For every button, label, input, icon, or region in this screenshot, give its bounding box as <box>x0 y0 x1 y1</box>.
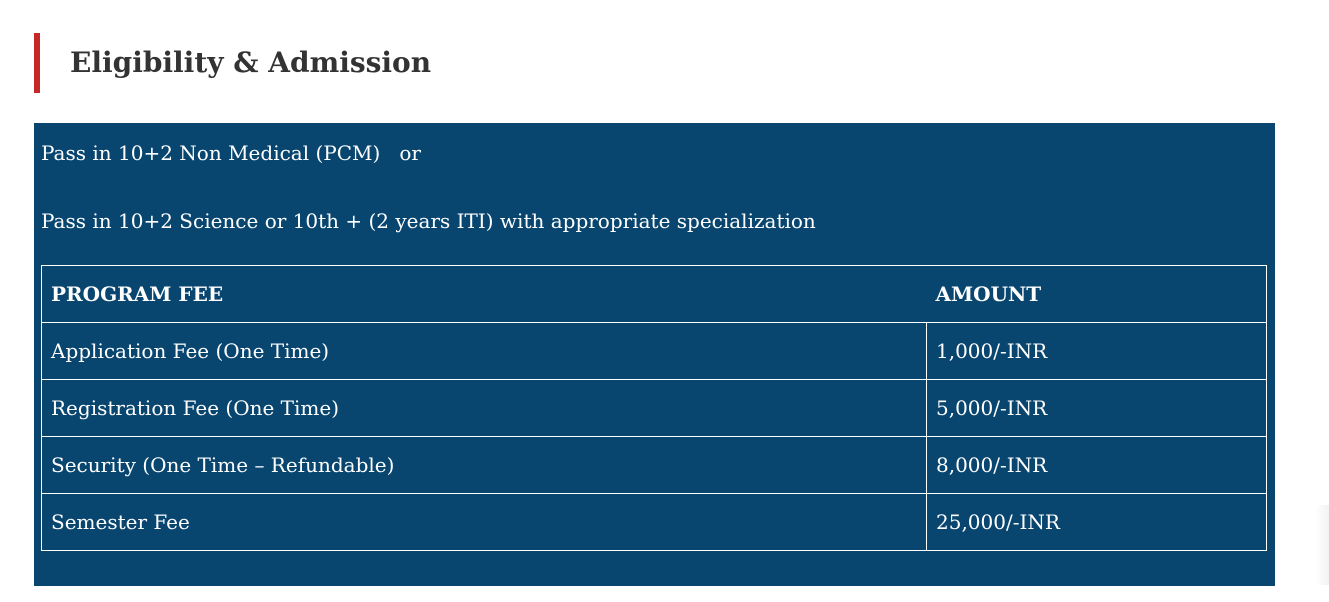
fee-name-cell: Registration Fee (One Time) <box>41 379 927 437</box>
fee-name-cell: Security (One Time – Refundable) <box>41 436 927 494</box>
fee-amount-cell: 25,000/-INR <box>926 493 1267 551</box>
fee-amount-cell: 1,000/-INR <box>926 322 1267 380</box>
fee-name-cell: Semester Fee <box>41 493 927 551</box>
scrollbar-edge[interactable] <box>1315 505 1329 585</box>
section-title: Eligibility & Admission <box>70 46 432 79</box>
table-row: Registration Fee (One Time) 5,000/-INR <box>41 379 1267 437</box>
table-row: Application Fee (One Time) 1,000/-INR <box>41 322 1267 380</box>
fee-column-header: PROGRAM FEE <box>41 265 927 323</box>
eligibility-panel: Pass in 10+2 Non Medical (PCM) or Pass i… <box>34 123 1275 586</box>
table-row: Security (One Time – Refundable) 8,000/-… <box>41 436 1267 494</box>
eligibility-line-2: Pass in 10+2 Science or 10th + (2 years … <box>41 209 816 233</box>
amount-column-header: AMOUNT <box>926 265 1267 323</box>
fee-amount-cell: 8,000/-INR <box>926 436 1267 494</box>
fee-name-cell: Application Fee (One Time) <box>41 322 927 380</box>
fee-table-header-row: PROGRAM FEE AMOUNT <box>41 265 1267 323</box>
eligibility-line-1: Pass in 10+2 Non Medical (PCM) or <box>41 141 421 165</box>
section-heading-accent-bar <box>34 33 40 93</box>
table-row: Semester Fee 25,000/-INR <box>41 493 1267 551</box>
fee-amount-cell: 5,000/-INR <box>926 379 1267 437</box>
fee-table: PROGRAM FEE AMOUNT Application Fee (One … <box>41 265 1267 551</box>
